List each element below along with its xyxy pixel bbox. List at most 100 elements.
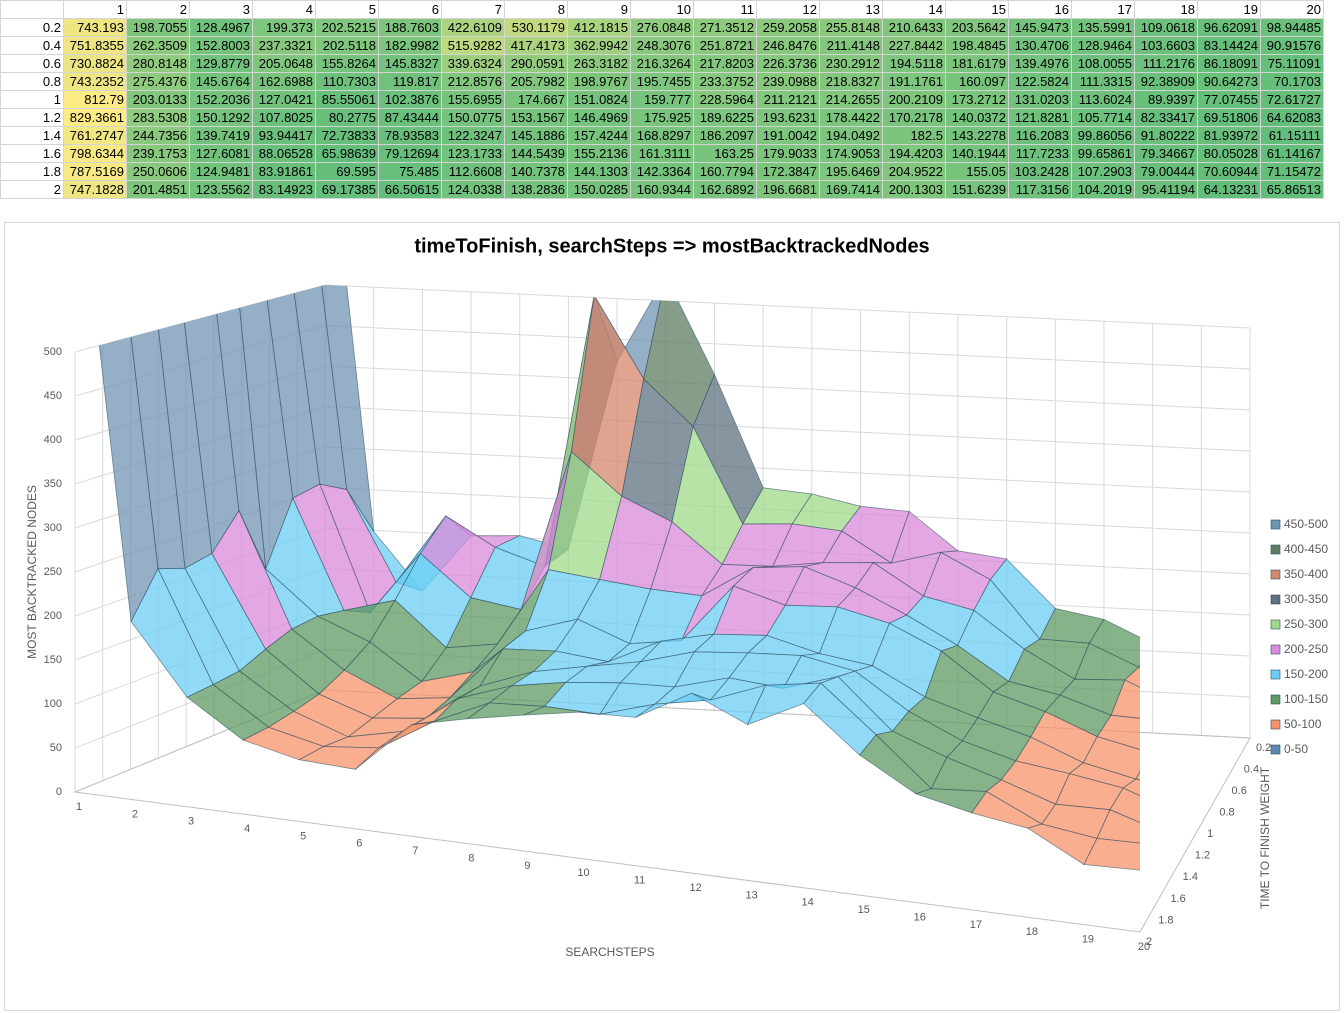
x-tick-label: 4 bbox=[244, 823, 250, 835]
column-header: 11 bbox=[693, 0, 757, 19]
depth-axis-title: TIME TO FINISH WEIGHT bbox=[1258, 766, 1272, 909]
value-cell: 146.4969 bbox=[567, 108, 631, 127]
value-cell: 212.8576 bbox=[441, 72, 505, 91]
value-cell: 143.2278 bbox=[945, 126, 1009, 145]
value-cell: 142.3364 bbox=[630, 162, 694, 181]
surface bbox=[75, 285, 1250, 871]
row-header: 0.4 bbox=[0, 36, 64, 55]
y-tick-label: 300 bbox=[44, 522, 62, 534]
x-tick-label: 5 bbox=[300, 830, 306, 842]
value-cell: 66.50615 bbox=[378, 180, 442, 199]
value-cell: 194.4203 bbox=[882, 144, 946, 163]
legend-swatch bbox=[1270, 669, 1281, 680]
value-cell: 128.9464 bbox=[1071, 36, 1135, 55]
value-cell: 743.193 bbox=[63, 18, 127, 37]
value-cell: 140.0372 bbox=[945, 108, 1009, 127]
y-tick-label: 150 bbox=[44, 654, 62, 666]
value-cell: 217.8203 bbox=[693, 54, 757, 73]
value-cell: 79.12694 bbox=[378, 144, 442, 163]
value-cell: 150.0285 bbox=[567, 180, 631, 199]
sheet-row: 1 2 3 4 5 6 7 8 9 10 11 12 13 14 15 16 17 18 19 20 bbox=[0, 0, 1324, 19]
y-tick-label: 100 bbox=[44, 698, 62, 710]
surface-patch bbox=[1148, 720, 1214, 762]
legend-label: 400-450 bbox=[1284, 542, 1328, 556]
depth-tick-label: 0.8 bbox=[1219, 807, 1234, 819]
value-cell: 110.7303 bbox=[315, 72, 379, 91]
value-cell: 200.2109 bbox=[882, 90, 946, 109]
value-cell: 163.25 bbox=[693, 144, 757, 163]
legend-swatch bbox=[1270, 594, 1281, 605]
value-cell: 751.8355 bbox=[63, 36, 127, 55]
y-tick-label: 200 bbox=[44, 610, 62, 622]
value-cell: 79.00444 bbox=[1134, 162, 1198, 181]
x-tick-label: 16 bbox=[914, 911, 926, 923]
y-tick-label: 250 bbox=[44, 566, 62, 578]
value-cell: 530.1179 bbox=[504, 18, 568, 37]
x-tick-label: 17 bbox=[970, 919, 982, 931]
value-cell: 182.5 bbox=[882, 126, 946, 145]
value-cell: 205.7982 bbox=[504, 72, 568, 91]
value-cell: 112.6608 bbox=[441, 162, 505, 181]
value-cell: 135.5991 bbox=[1071, 18, 1135, 37]
value-cell: 250.0606 bbox=[126, 162, 190, 181]
legend-label: 300-350 bbox=[1284, 592, 1328, 606]
value-cell: 205.0648 bbox=[252, 54, 316, 73]
value-cell: 124.0338 bbox=[441, 180, 505, 199]
value-cell: 200.1303 bbox=[882, 180, 946, 199]
value-cell: 160.9344 bbox=[630, 180, 694, 199]
legend-label: 250-300 bbox=[1284, 617, 1328, 631]
value-cell: 152.2036 bbox=[189, 90, 253, 109]
value-cell: 123.5562 bbox=[189, 180, 253, 199]
value-cell: 204.9522 bbox=[882, 162, 946, 181]
value-cell: 98.94485 bbox=[1260, 18, 1324, 37]
value-cell: 203.0133 bbox=[126, 90, 190, 109]
value-cell: 170.2178 bbox=[882, 108, 946, 127]
value-cell: 70.60944 bbox=[1197, 162, 1261, 181]
sheet-row: 1.8 787.5169 250.0606 124.9481 83.91861 69.59… bbox=[0, 162, 1324, 181]
value-cell: 150.0775 bbox=[441, 108, 505, 127]
surface-patch bbox=[1187, 655, 1250, 688]
x-tick-label: 11 bbox=[634, 875, 645, 887]
legend-label: 200-250 bbox=[1284, 642, 1328, 656]
value-cell: 210.6433 bbox=[882, 18, 946, 37]
legend-swatch bbox=[1270, 519, 1281, 530]
value-cell: 99.86056 bbox=[1071, 126, 1135, 145]
value-cell: 75.11091 bbox=[1260, 54, 1324, 73]
value-cell: 85.55061 bbox=[315, 90, 379, 109]
legend-label: 100-150 bbox=[1284, 692, 1328, 706]
y-tick-label: 50 bbox=[50, 742, 62, 754]
value-cell: 75.485 bbox=[378, 162, 442, 181]
value-cell: 155.2136 bbox=[567, 144, 631, 163]
value-cell: 211.4148 bbox=[819, 36, 883, 55]
value-cell: 422.6109 bbox=[441, 18, 505, 37]
x-tick-label: 15 bbox=[858, 904, 870, 916]
legend-label: 450-500 bbox=[1284, 517, 1328, 531]
value-cell: 145.8327 bbox=[378, 54, 442, 73]
value-cell: 155.6955 bbox=[441, 90, 505, 109]
value-cell: 79.34667 bbox=[1134, 144, 1198, 163]
legend-swatch bbox=[1270, 619, 1281, 630]
depth-tick-label: 2 bbox=[1146, 936, 1152, 948]
value-cell: 121.8281 bbox=[1008, 108, 1072, 127]
value-cell: 151.6239 bbox=[945, 180, 1009, 199]
value-cell: 90.64273 bbox=[1197, 72, 1261, 91]
value-cell: 182.9982 bbox=[378, 36, 442, 55]
value-cell: 246.8476 bbox=[756, 36, 820, 55]
value-cell: 138.2836 bbox=[504, 180, 568, 199]
legend-label: 150-200 bbox=[1284, 667, 1328, 681]
value-cell: 186.2097 bbox=[693, 126, 757, 145]
value-cell: 113.6024 bbox=[1071, 90, 1135, 109]
x-tick-label: 1 bbox=[76, 801, 82, 813]
value-cell: 104.2019 bbox=[1071, 180, 1135, 199]
value-cell: 194.5118 bbox=[882, 54, 946, 73]
value-cell: 116.2083 bbox=[1008, 126, 1072, 145]
x-tick-label: 10 bbox=[577, 867, 589, 879]
depth-tick-label: 1.2 bbox=[1195, 850, 1210, 862]
value-cell: 151.0824 bbox=[567, 90, 631, 109]
value-cell: 761.2747 bbox=[63, 126, 127, 145]
value-cell: 93.94417 bbox=[252, 126, 316, 145]
value-cell: 81.93972 bbox=[1197, 126, 1261, 145]
value-cell: 105.7714 bbox=[1071, 108, 1135, 127]
x-tick-label: 14 bbox=[802, 897, 814, 909]
